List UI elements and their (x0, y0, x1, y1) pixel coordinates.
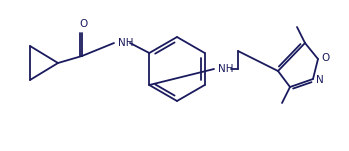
Text: NH: NH (118, 38, 134, 48)
Text: O: O (79, 19, 87, 29)
Text: NH: NH (218, 64, 233, 74)
Text: N: N (316, 75, 324, 85)
Text: O: O (321, 53, 329, 63)
